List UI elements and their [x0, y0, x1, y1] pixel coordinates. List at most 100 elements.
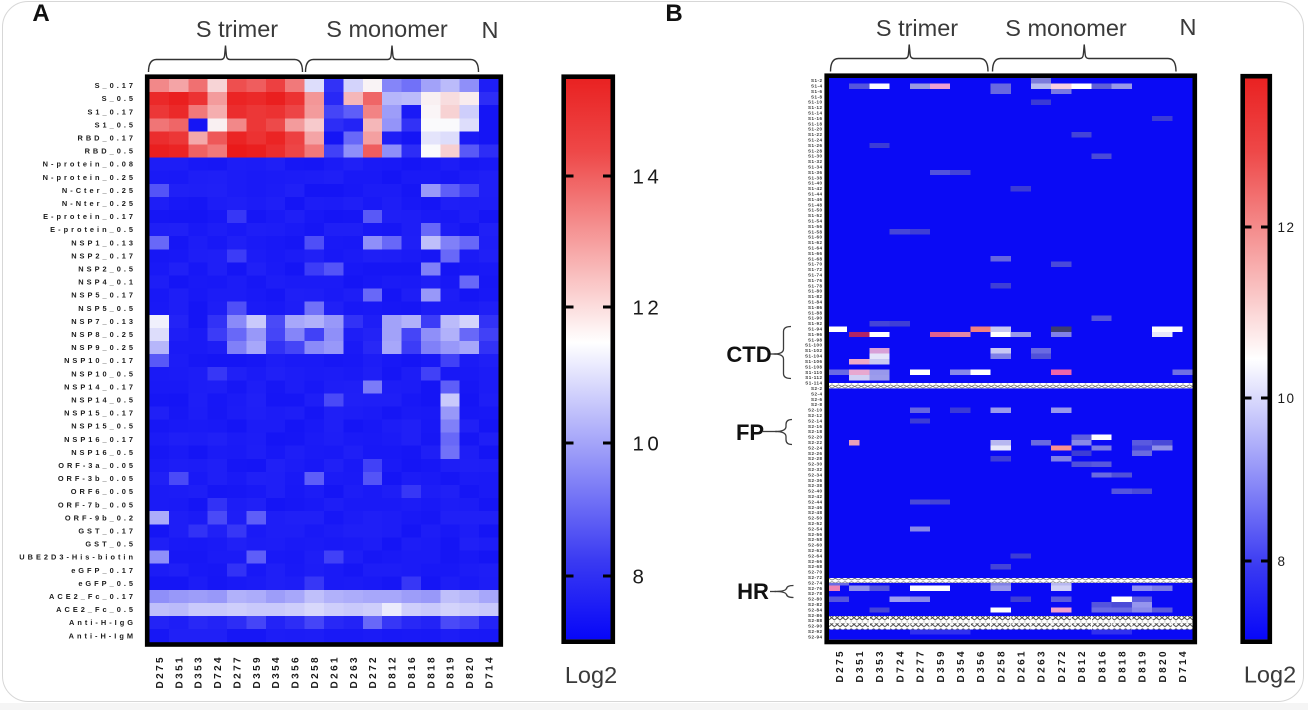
- svg-text:S2-58: S2-58: [808, 537, 823, 542]
- svg-text:S1-90: S1-90: [808, 316, 823, 321]
- svg-text:S1-52: S1-52: [808, 213, 823, 218]
- svg-text:NSP2_0.5: NSP2_0.5: [78, 265, 136, 274]
- svg-text:S1-86: S1-86: [808, 305, 823, 310]
- svg-text:S2-30: S2-30: [808, 462, 823, 467]
- svg-text:S1-104: S1-104: [805, 354, 823, 359]
- svg-text:Anti-H-IgM: Anti-H-IgM: [69, 631, 136, 640]
- svg-text:S2-84: S2-84: [808, 607, 823, 612]
- svg-text:Log2: Log2: [565, 662, 617, 688]
- svg-text:S1_0.5: S1_0.5: [95, 120, 136, 129]
- svg-text:D258: D258: [310, 655, 321, 689]
- svg-text:D356: D356: [976, 649, 987, 683]
- svg-text:D359: D359: [936, 649, 947, 683]
- svg-text:S2-44: S2-44: [808, 499, 823, 504]
- svg-text:D261: D261: [329, 655, 340, 689]
- svg-text:D714: D714: [1178, 649, 1189, 683]
- svg-text:S2-16: S2-16: [808, 424, 823, 429]
- svg-text:S2-90: S2-90: [808, 624, 823, 629]
- svg-text:S_0.5: S_0.5: [102, 94, 136, 103]
- svg-text:NSP5_0.17: NSP5_0.17: [71, 291, 136, 300]
- svg-text:S2-8: S2-8: [811, 402, 823, 407]
- svg-text:D277: D277: [916, 649, 927, 683]
- svg-text:NSP14_0.17: NSP14_0.17: [64, 382, 136, 391]
- svg-text:S trimer: S trimer: [876, 15, 958, 41]
- svg-text:GST_0.17: GST_0.17: [78, 527, 136, 536]
- svg-text:N-protein_0.25: N-protein_0.25: [43, 173, 136, 182]
- svg-text:RBD_0.5: RBD_0.5: [85, 147, 136, 156]
- svg-text:NSP2_0.17: NSP2_0.17: [71, 251, 136, 260]
- svg-text:S1-34: S1-34: [808, 165, 823, 170]
- svg-text:S2-76: S2-76: [808, 586, 823, 591]
- svg-text:S1-56: S1-56: [808, 224, 823, 229]
- svg-text:D263: D263: [1037, 649, 1048, 683]
- svg-text:S2-6: S2-6: [811, 397, 823, 402]
- svg-text:D353: D353: [875, 649, 886, 683]
- svg-text:ORF-7b_0.05: ORF-7b_0.05: [58, 500, 136, 509]
- svg-text:S2-20: S2-20: [808, 435, 823, 440]
- svg-text:HR: HR: [737, 579, 769, 604]
- svg-text:D819: D819: [446, 655, 457, 689]
- svg-text:ORF-3a_0.05: ORF-3a_0.05: [58, 461, 136, 470]
- svg-text:S1-44: S1-44: [808, 192, 823, 197]
- svg-text:S2-62: S2-62: [808, 548, 823, 553]
- svg-text:N: N: [1180, 14, 1197, 40]
- svg-text:D812: D812: [388, 655, 399, 689]
- svg-text:NSP9_0.25: NSP9_0.25: [71, 343, 136, 352]
- svg-text:S trimer: S trimer: [196, 16, 278, 42]
- svg-text:D351: D351: [855, 649, 866, 683]
- svg-text:S1-10: S1-10: [808, 100, 823, 105]
- svg-text:S1-46: S1-46: [808, 197, 823, 202]
- svg-text:S1-108: S1-108: [805, 364, 823, 369]
- svg-text:S monomer: S monomer: [326, 16, 448, 42]
- svg-text:D724: D724: [895, 649, 906, 683]
- svg-text:E-protein_0.17: E-protein_0.17: [43, 212, 136, 221]
- svg-text:NSP7_0.13: NSP7_0.13: [71, 317, 136, 326]
- svg-text:S2-78: S2-78: [808, 591, 823, 596]
- svg-text:D258: D258: [996, 649, 1007, 683]
- svg-text:S1-42: S1-42: [808, 186, 823, 191]
- svg-text:NSP16_0.5: NSP16_0.5: [71, 448, 136, 457]
- svg-text:S1-114: S1-114: [805, 381, 822, 386]
- svg-text:D356: D356: [291, 655, 302, 689]
- svg-text:S1-26: S1-26: [808, 143, 823, 148]
- svg-text:S1-94: S1-94: [808, 327, 823, 332]
- svg-text:E-protein_0.5: E-protein_0.5: [50, 225, 136, 234]
- svg-text:S2-54: S2-54: [808, 526, 823, 531]
- svg-text:NSP16_0.17: NSP16_0.17: [64, 435, 136, 444]
- svg-text:NSP14_0.5: NSP14_0.5: [71, 396, 136, 405]
- svg-text:CTD: CTD: [726, 342, 771, 367]
- svg-text:S monomer: S monomer: [1005, 15, 1127, 41]
- svg-text:S2-88: S2-88: [808, 618, 823, 623]
- svg-text:S2-72: S2-72: [808, 575, 823, 580]
- svg-text:D277: D277: [233, 655, 244, 689]
- svg-text:S1-62: S1-62: [808, 240, 823, 245]
- svg-text:S2-94: S2-94: [808, 634, 823, 639]
- svg-text:S2-56: S2-56: [808, 532, 823, 537]
- svg-text:D353: D353: [194, 655, 205, 689]
- svg-text:S1-82: S1-82: [808, 294, 823, 299]
- svg-text:10: 10: [1278, 391, 1296, 406]
- svg-text:S2-12: S2-12: [808, 413, 823, 418]
- svg-text:S1-16: S1-16: [808, 116, 823, 121]
- svg-text:S1-64: S1-64: [808, 246, 823, 251]
- svg-text:S2-2: S2-2: [811, 386, 823, 391]
- svg-text:S1-92: S1-92: [808, 321, 823, 326]
- svg-text:A: A: [32, 0, 49, 27]
- svg-text:D263: D263: [349, 655, 360, 689]
- svg-text:S1-24: S1-24: [808, 138, 823, 143]
- svg-text:S2-52: S2-52: [808, 521, 823, 526]
- svg-text:S1-72: S1-72: [808, 267, 823, 272]
- svg-text:S2-4: S2-4: [811, 391, 823, 396]
- svg-text:S1_0.17: S1_0.17: [87, 107, 136, 116]
- svg-text:N-protein_0.08: N-protein_0.08: [43, 160, 136, 169]
- svg-text:S2-40: S2-40: [808, 489, 823, 494]
- svg-text:S1-8: S1-8: [811, 94, 823, 99]
- svg-text:S1-88: S1-88: [808, 310, 823, 315]
- svg-text:S1-28: S1-28: [808, 148, 823, 153]
- svg-text:S2-46: S2-46: [808, 505, 823, 510]
- svg-text:S1-36: S1-36: [808, 170, 823, 175]
- svg-text:10: 10: [633, 432, 663, 455]
- svg-text:FP: FP: [736, 420, 764, 445]
- svg-text:NSP4_0.1: NSP4_0.1: [78, 278, 136, 287]
- svg-text:S1-98: S1-98: [808, 337, 823, 342]
